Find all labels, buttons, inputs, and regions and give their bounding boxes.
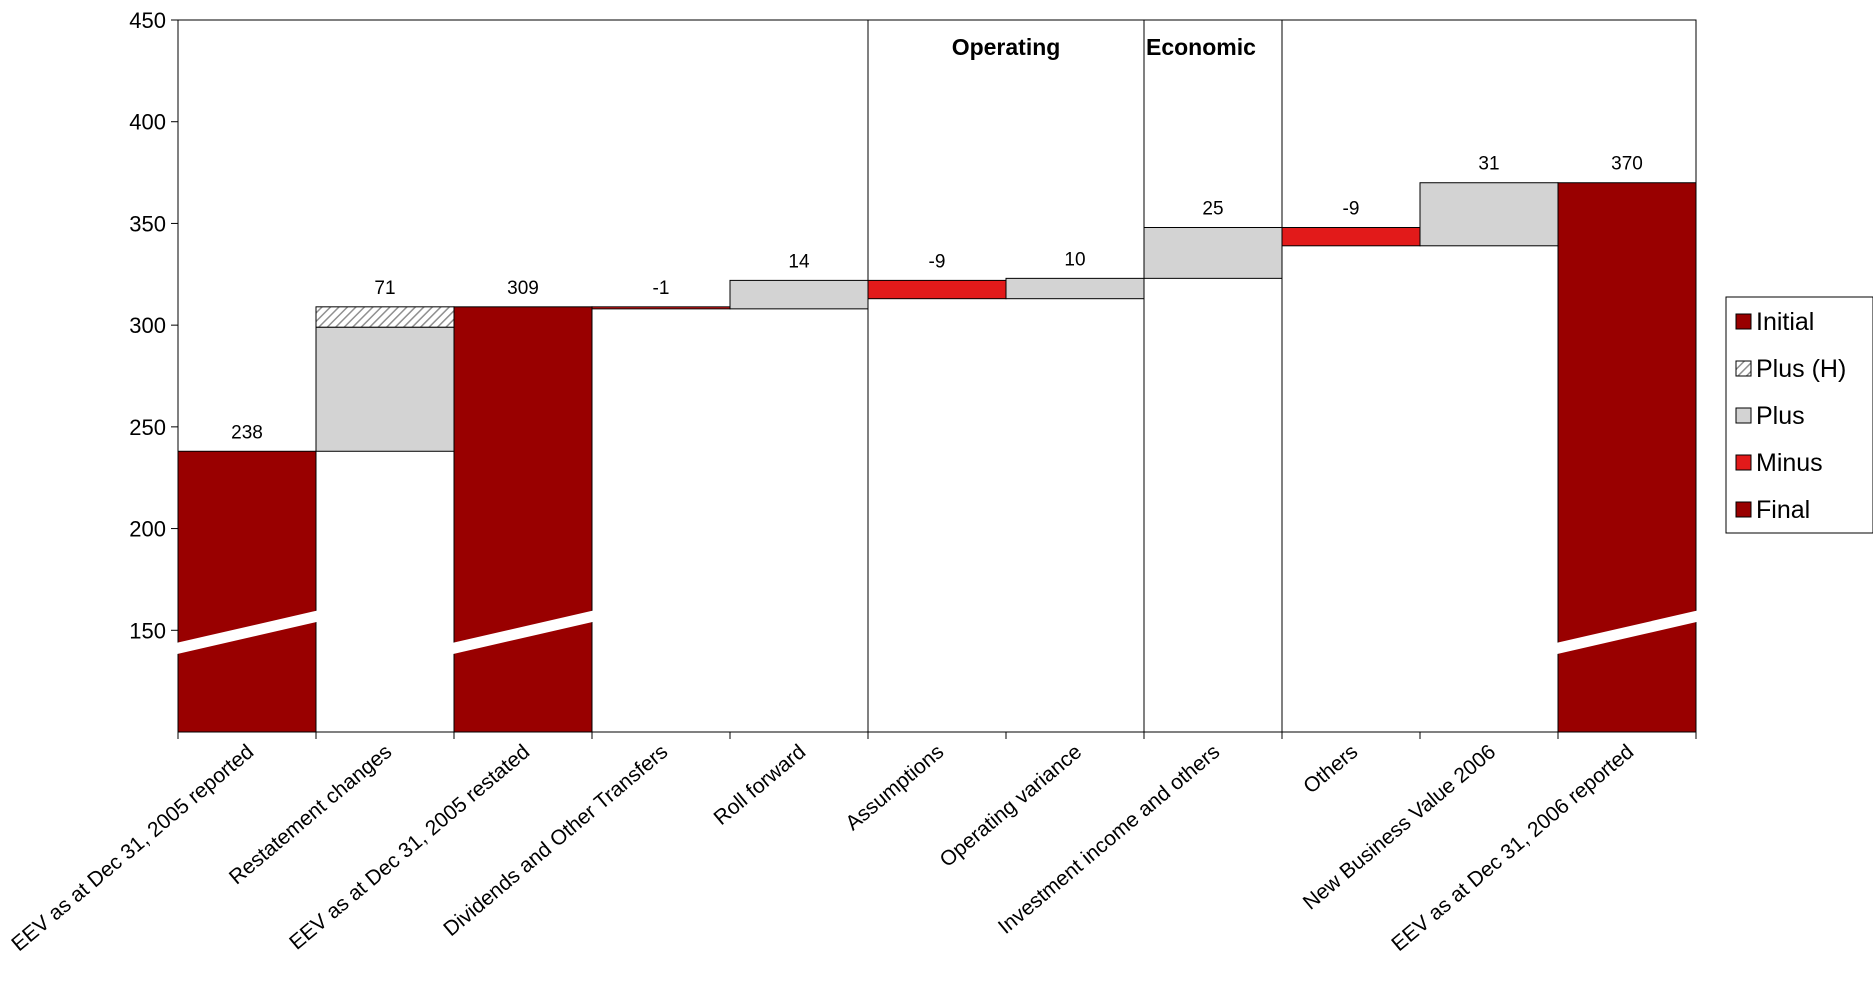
y-tick-label-250: 250 <box>129 415 166 440</box>
y-tick-label-400: 400 <box>129 110 166 135</box>
y-tick-label-200: 200 <box>129 517 166 542</box>
x-category-label-6: Assumptions <box>841 740 948 835</box>
bar-8 <box>1143 226 1283 279</box>
x-category-label-1: EEV as at Dec 31, 2005 reported <box>7 740 258 956</box>
bar-11 <box>1557 182 1697 733</box>
legend-swatch-4 <box>1735 454 1752 471</box>
legend-label-3: Plus <box>1756 402 1805 430</box>
data-label-5: 14 <box>788 251 810 272</box>
legend-swatch-5 <box>1735 501 1752 518</box>
legend-label-5: Final <box>1756 496 1810 524</box>
legend-label-1: Initial <box>1756 308 1814 336</box>
bar-4 <box>591 306 731 310</box>
section-label-economic: Economic <box>1146 34 1256 60</box>
x-category-label-11: EEV as at Dec 31, 2006 reported <box>1387 740 1638 956</box>
bar-6 <box>867 279 1007 300</box>
y-tick-label-350: 350 <box>129 211 166 236</box>
bar-7 <box>1005 277 1145 300</box>
axis-break-11 <box>1554 610 1700 654</box>
data-label-7: 10 <box>1064 249 1085 270</box>
y-tick-label-450: 450 <box>129 8 166 33</box>
data-label-1: 238 <box>231 422 263 443</box>
data-label-2: 71 <box>374 278 395 299</box>
data-label-9: -9 <box>1343 198 1360 219</box>
x-axis: EEV as at Dec 31, 2005 reportedRestateme… <box>7 732 1697 956</box>
axis-break-1 <box>174 610 320 654</box>
x-category-label-5: Roll forward <box>710 740 811 830</box>
bar-2-hatched <box>315 306 455 328</box>
data-label-10: 31 <box>1478 154 1499 175</box>
x-category-label-8: Investment income and others <box>994 740 1224 938</box>
section-label-operating: Operating <box>952 34 1061 60</box>
x-category-label-9: Others <box>1299 740 1362 798</box>
legend-swatch-3 <box>1735 407 1752 424</box>
y-axis: 150 200 250 300 350 400 450 <box>129 8 178 643</box>
x-category-label-3: EEV as at Dec 31, 2005 restated <box>285 740 534 954</box>
legend-swatch-2 <box>1735 360 1752 377</box>
x-category-label-4: Dividends and Other Transfers <box>439 740 672 941</box>
y-tick-label-150: 150 <box>129 618 166 643</box>
legend: Initial Plus (H) Plus Minus Final <box>1725 296 1873 534</box>
legend-label-2: Plus (H) <box>1756 355 1846 383</box>
bar-2 <box>315 326 455 452</box>
bar-5 <box>729 279 869 310</box>
y-tick-label-300: 300 <box>129 313 166 338</box>
bar-10 <box>1419 182 1559 247</box>
bar-1 <box>177 450 317 733</box>
plot-area: 238 71 309 -1 14 -9 10 25 -9 31 370 Operating Econom… <box>174 19 1700 733</box>
legend-box <box>1725 296 1873 534</box>
data-label-6: -9 <box>929 251 946 272</box>
data-label-8: 25 <box>1202 198 1223 219</box>
legend-label-4: Minus <box>1756 449 1823 477</box>
x-category-label-7: Operating variance <box>936 740 1087 872</box>
data-label-3: 309 <box>507 278 539 299</box>
data-label-4: -1 <box>653 278 670 299</box>
bar-9 <box>1281 226 1421 247</box>
bar-3 <box>453 306 593 733</box>
axis-break-3 <box>450 610 596 654</box>
data-label-11: 370 <box>1611 154 1643 175</box>
legend-swatch-1 <box>1735 313 1752 330</box>
